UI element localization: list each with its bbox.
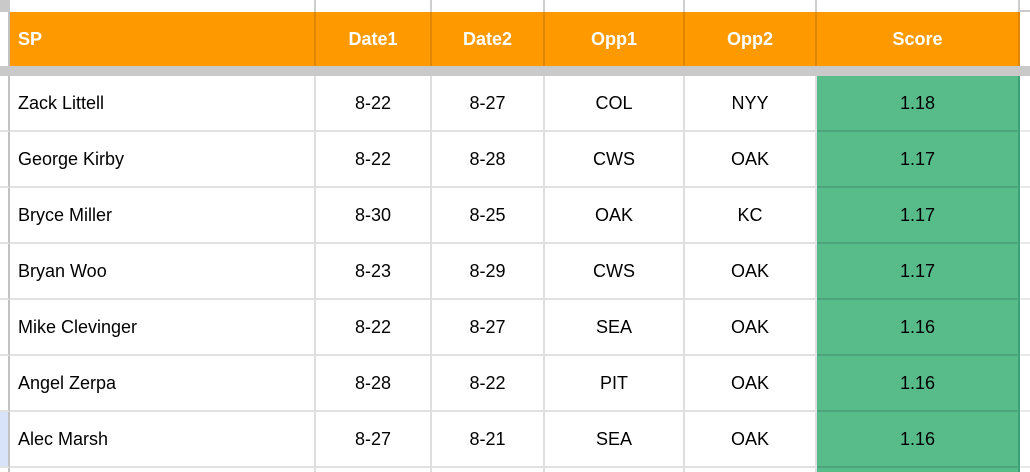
cell-above-opp2[interactable] [685, 0, 817, 12]
cell-date2[interactable]: 8-25 [432, 188, 545, 244]
cell-opp1[interactable]: SEA [545, 300, 685, 356]
cell-opp2[interactable]: OAK [685, 300, 817, 356]
table-row: Angel Zerpa 8-28 8-22 PIT OAK 1.16 [0, 356, 1030, 412]
cell-date2[interactable]: 8-27 [432, 76, 545, 132]
row-edge-sliver [0, 468, 10, 472]
margin-cell [1020, 12, 1030, 66]
cell-date1[interactable]: 8-28 [316, 356, 432, 412]
cell-sp[interactable]: Zack Littell [10, 76, 316, 132]
cell-sp[interactable]: Angel Zerpa [10, 356, 316, 412]
cell-opp1[interactable]: PIT [545, 356, 685, 412]
cell-above-date2[interactable] [432, 0, 545, 12]
cell-date1[interactable]: 8-22 [316, 132, 432, 188]
cell-score[interactable]: 1.16 [817, 356, 1020, 412]
cell-opp2[interactable]: OAK [685, 356, 817, 412]
row-edge-sliver [0, 244, 10, 300]
cell-below-opp2[interactable] [685, 468, 817, 472]
cell-sp[interactable]: George Kirby [10, 132, 316, 188]
cell-score[interactable]: 1.16 [817, 300, 1020, 356]
cell-opp2[interactable]: OAK [685, 244, 817, 300]
cell-score[interactable]: 1.16 [817, 412, 1020, 468]
table-row: Alec Marsh 8-27 8-21 SEA OAK 1.16 [0, 412, 1030, 468]
cell-date1[interactable]: 8-23 [316, 244, 432, 300]
cell-date2[interactable]: 8-22 [432, 356, 545, 412]
cell-sp[interactable]: Mike Clevinger [10, 300, 316, 356]
cell-date2[interactable]: 8-27 [432, 300, 545, 356]
row-edge-sliver [0, 412, 10, 468]
cell-opp2[interactable]: NYY [685, 76, 817, 132]
cell-score[interactable]: 1.17 [817, 244, 1020, 300]
cell-score[interactable]: 1.18 [817, 76, 1020, 132]
table-row: Bryce Miller 8-30 8-25 OAK KC 1.17 [0, 188, 1030, 244]
margin-cell [1020, 0, 1030, 12]
header-cell-opp2[interactable]: Opp2 [685, 12, 817, 66]
row-edge-sliver [0, 132, 10, 188]
margin-cell [1020, 188, 1030, 244]
margin-cell [1020, 356, 1030, 412]
cell-date2[interactable]: 8-21 [432, 412, 545, 468]
margin-cell [1020, 244, 1030, 300]
cell-opp2[interactable]: OAK [685, 132, 817, 188]
row-edge-sliver [0, 76, 10, 132]
cell-date1[interactable]: 8-27 [316, 412, 432, 468]
table-row: Bryan Woo 8-23 8-29 CWS OAK 1.17 [0, 244, 1030, 300]
cell-below-opp1[interactable] [545, 468, 685, 472]
table-row: Mike Clevinger 8-22 8-27 SEA OAK 1.16 [0, 300, 1030, 356]
cell-sp[interactable]: Bryce Miller [10, 188, 316, 244]
frozen-row-divider[interactable] [0, 66, 1030, 76]
table-row: George Kirby 8-22 8-28 CWS OAK 1.17 [0, 132, 1030, 188]
cell-below-date1[interactable] [316, 468, 432, 472]
header-row: SP Date1 Date2 Opp1 Opp2 Score [0, 12, 1030, 66]
cell-opp1[interactable]: CWS [545, 132, 685, 188]
header-cell-opp1[interactable]: Opp1 [545, 12, 685, 66]
margin-cell [1020, 76, 1030, 132]
cell-sp[interactable]: Alec Marsh [10, 412, 316, 468]
cell-above-sp[interactable] [10, 0, 316, 12]
table-row: Zack Littell 8-22 8-27 COL NYY 1.18 [0, 76, 1030, 132]
margin-cell [1020, 300, 1030, 356]
cell-opp2[interactable]: OAK [685, 412, 817, 468]
cell-above-score[interactable] [817, 0, 1020, 12]
cell-score[interactable]: 1.17 [817, 188, 1020, 244]
cell-date2[interactable]: 8-28 [432, 132, 545, 188]
header-cell-date2[interactable]: Date2 [432, 12, 545, 66]
cell-score[interactable]: 1.17 [817, 132, 1020, 188]
freeze-corner [0, 0, 10, 12]
cell-opp1[interactable]: OAK [545, 188, 685, 244]
table-body: Zack Littell 8-22 8-27 COL NYY 1.18 Geor… [0, 76, 1030, 468]
row-edge-sliver [0, 356, 10, 412]
cell-date1[interactable]: 8-22 [316, 76, 432, 132]
cell-opp1[interactable]: COL [545, 76, 685, 132]
cell-date2[interactable]: 8-29 [432, 244, 545, 300]
cell-above-opp1[interactable] [545, 0, 685, 12]
margin-cell [1020, 132, 1030, 188]
partial-row-below [0, 468, 1030, 472]
partial-row-above [0, 0, 1030, 12]
cell-opp1[interactable]: CWS [545, 244, 685, 300]
cell-above-date1[interactable] [316, 0, 432, 12]
cell-date1[interactable]: 8-22 [316, 300, 432, 356]
cell-below-sp[interactable] [10, 468, 316, 472]
cell-sp[interactable]: Bryan Woo [10, 244, 316, 300]
header-cell-sp[interactable]: SP [10, 12, 316, 66]
cell-date1[interactable]: 8-30 [316, 188, 432, 244]
cell-below-date2[interactable] [432, 468, 545, 472]
header-cell-date1[interactable]: Date1 [316, 12, 432, 66]
margin-cell [1020, 412, 1030, 468]
cell-below-score[interactable] [817, 468, 1020, 472]
row-edge-sliver [0, 300, 10, 356]
margin-cell [1020, 468, 1030, 472]
row-edge-sliver [0, 12, 10, 66]
cell-opp2[interactable]: KC [685, 188, 817, 244]
header-cell-score[interactable]: Score [817, 12, 1020, 66]
cell-opp1[interactable]: SEA [545, 412, 685, 468]
row-edge-sliver [0, 188, 10, 244]
